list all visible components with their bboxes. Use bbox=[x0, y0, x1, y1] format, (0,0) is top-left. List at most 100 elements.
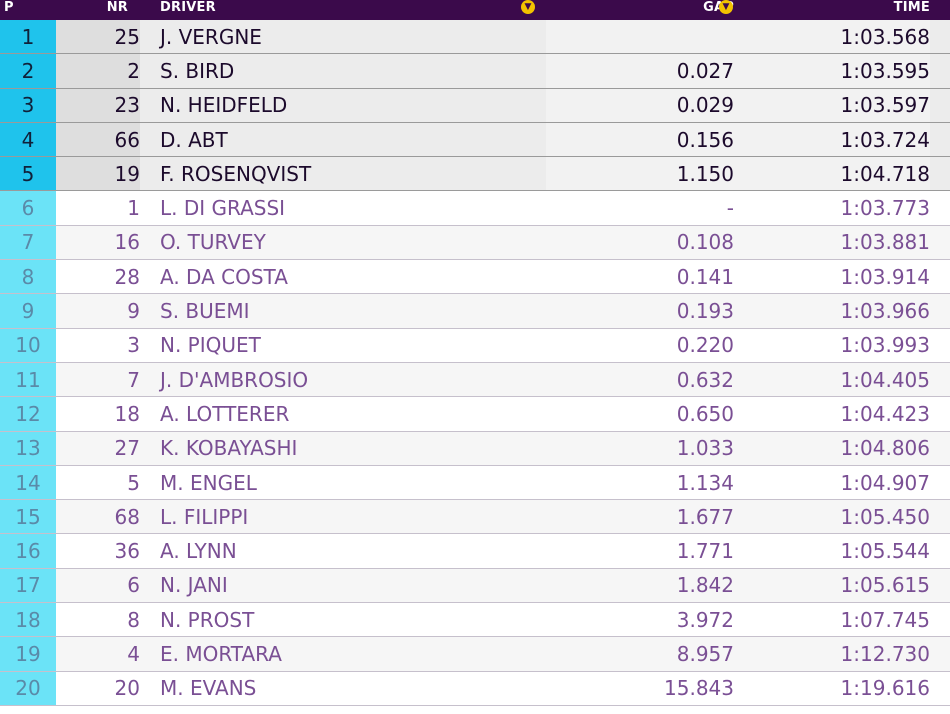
gap-cell: 0.108 bbox=[676, 230, 734, 255]
driver-name-cell: A. LYNN bbox=[160, 539, 237, 564]
gap-cell: 1.150 bbox=[546, 157, 734, 191]
position-cell: 7 bbox=[0, 225, 56, 260]
car-number-cell: 66 bbox=[56, 122, 140, 157]
driver-name-cell: A. DA COSTA bbox=[160, 264, 288, 289]
table-row[interactable]: 18 8 N. PROST 3.972 1:07.745 bbox=[0, 603, 950, 638]
driver-name-cell: N. PIQUET bbox=[160, 333, 261, 358]
driver-name-cell: L. FILIPPI bbox=[160, 504, 249, 529]
position-cell: 12 bbox=[0, 397, 56, 431]
lap-time-cell: 1:03.597 bbox=[734, 88, 930, 122]
position-cell: 5 bbox=[0, 157, 56, 191]
gap-cell bbox=[546, 20, 734, 54]
table-row[interactable]: 9 9 S. BUEMI 0.193 1:03.966 bbox=[0, 294, 950, 329]
driver-name-cell: M. ENGEL bbox=[160, 470, 257, 495]
table-header: P NR DRIVER ▼ GAP ▼ TIME bbox=[0, 0, 950, 20]
table-row[interactable]: 15 68 L. FILIPPI 1.677 1:05.450 bbox=[0, 500, 950, 535]
table-row[interactable]: 10 3 N. PIQUET 0.220 1:03.993 bbox=[0, 328, 950, 363]
gap-cell: 8.957 bbox=[676, 641, 734, 666]
car-number-cell: 9 bbox=[127, 299, 140, 324]
car-number-cell: 1 bbox=[127, 196, 140, 221]
driver-name-cell: N. JANI bbox=[160, 573, 228, 598]
table-row[interactable]: 16 36 A. LYNN 1.771 1:05.544 bbox=[0, 534, 950, 569]
driver-name-cell: K. KOBAYASHI bbox=[160, 436, 298, 461]
gap-cell: 0.027 bbox=[546, 54, 734, 88]
car-number-cell: 3 bbox=[127, 333, 140, 358]
lap-time-cell: 1:05.615 bbox=[840, 573, 930, 598]
gap-cell: 15.843 bbox=[664, 676, 734, 701]
lap-time-cell: 1:03.881 bbox=[840, 230, 930, 255]
car-number-cell: 19 bbox=[56, 157, 140, 191]
car-number-cell: 28 bbox=[114, 264, 140, 289]
position-cell: 10 bbox=[0, 328, 56, 362]
gap-cell: 1.842 bbox=[676, 573, 734, 598]
driver-name-cell: J. VERGNE bbox=[160, 24, 262, 49]
car-number-cell: 5 bbox=[127, 470, 140, 495]
chevron-down-icon[interactable]: ▼ bbox=[521, 0, 535, 14]
car-number-cell: 7 bbox=[127, 367, 140, 392]
table-row[interactable]: 5 19 F. ROSENQVIST 1.150 1:04.718 bbox=[0, 157, 950, 192]
table-row[interactable]: 4 66 D. ABT 0.156 1:03.724 bbox=[0, 122, 950, 158]
car-number-cell: 36 bbox=[114, 539, 140, 564]
position-cell: 15 bbox=[0, 500, 56, 534]
lap-time-cell: 1:03.966 bbox=[840, 299, 930, 324]
lap-time-cell: 1:04.718 bbox=[734, 157, 930, 191]
table-row[interactable]: 17 6 N. JANI 1.842 1:05.615 bbox=[0, 568, 950, 604]
lap-time-cell: 1:05.450 bbox=[840, 504, 930, 529]
table-row[interactable]: 8 28 A. DA COSTA 0.141 1:03.914 bbox=[0, 260, 950, 295]
column-header-time[interactable]: TIME bbox=[893, 0, 930, 15]
table-row[interactable]: 13 27 K. KOBAYASHI 1.033 1:04.806 bbox=[0, 431, 950, 466]
lap-time-cell: 1:03.914 bbox=[840, 264, 930, 289]
chevron-down-icon[interactable]: ▼ bbox=[719, 0, 733, 14]
driver-name-cell: S. BIRD bbox=[160, 58, 235, 83]
lap-time-cell: 1:03.993 bbox=[840, 333, 930, 358]
car-number-cell: 18 bbox=[114, 401, 140, 426]
driver-name-cell: J. D'AMBROSIO bbox=[160, 367, 309, 392]
car-number-cell: 27 bbox=[114, 436, 140, 461]
column-header-number[interactable]: NR bbox=[106, 0, 128, 15]
table-body: 1 25 J. VERGNE 1:03.568 2 2 S. BIRD 0.027 1:03.5… bbox=[0, 20, 950, 706]
car-number-cell: 23 bbox=[56, 88, 140, 122]
lap-time-cell: 1:03.568 bbox=[734, 20, 930, 54]
lap-time-cell: 1:03.724 bbox=[734, 122, 930, 157]
gap-cell: 1.134 bbox=[676, 470, 734, 495]
gap-cell: 0.650 bbox=[676, 401, 734, 426]
position-cell: 4 bbox=[0, 122, 56, 157]
table-row[interactable]: 11 7 J. D'AMBROSIO 0.632 1:04.405 bbox=[0, 362, 950, 398]
position-cell: 1 bbox=[0, 20, 56, 54]
table-row[interactable]: 3 23 N. HEIDFELD 0.029 1:03.597 bbox=[0, 88, 950, 123]
position-cell: 6 bbox=[0, 191, 56, 225]
gap-cell: 0.156 bbox=[546, 122, 734, 157]
car-number-cell: 25 bbox=[56, 20, 140, 54]
column-header-position[interactable]: P bbox=[4, 0, 14, 15]
driver-name-cell: O. TURVEY bbox=[160, 230, 266, 255]
table-row[interactable]: 19 4 E. MORTARA 8.957 1:12.730 bbox=[0, 637, 950, 672]
car-number-cell: 16 bbox=[114, 230, 140, 255]
gap-cell: 1.677 bbox=[676, 504, 734, 529]
gap-cell: 1.033 bbox=[676, 436, 734, 461]
position-cell: 9 bbox=[0, 294, 56, 328]
driver-name-cell: N. PROST bbox=[160, 607, 255, 632]
table-row[interactable]: 1 25 J. VERGNE 1:03.568 bbox=[0, 20, 950, 55]
gap-cell: 0.029 bbox=[546, 88, 734, 122]
table-row[interactable]: 6 1 L. DI GRASSI - 1:03.773 bbox=[0, 191, 950, 226]
lap-time-cell: 1:04.907 bbox=[840, 470, 930, 495]
car-number-cell: 6 bbox=[127, 573, 140, 598]
gap-cell: 0.193 bbox=[676, 299, 734, 324]
lap-time-cell: 1:03.773 bbox=[840, 196, 930, 221]
driver-name-cell: A. LOTTERER bbox=[160, 401, 290, 426]
gap-cell: - bbox=[726, 196, 734, 221]
car-number-cell: 20 bbox=[114, 676, 140, 701]
driver-name-cell: S. BUEMI bbox=[160, 299, 250, 324]
lap-time-cell: 1:04.423 bbox=[840, 401, 930, 426]
table-row[interactable]: 12 18 A. LOTTERER 0.650 1:04.423 bbox=[0, 397, 950, 432]
table-row[interactable]: 20 20 M. EVANS 15.843 1:19.616 bbox=[0, 671, 950, 706]
position-cell: 19 bbox=[0, 637, 56, 671]
table-row[interactable]: 14 5 M. ENGEL 1.134 1:04.907 bbox=[0, 465, 950, 501]
gap-cell: 1.771 bbox=[676, 539, 734, 564]
car-number-cell: 68 bbox=[114, 504, 140, 529]
table-row[interactable]: 2 2 S. BIRD 0.027 1:03.595 bbox=[0, 54, 950, 89]
lap-time-cell: 1:03.595 bbox=[734, 54, 930, 88]
table-row[interactable]: 7 16 O. TURVEY 0.108 1:03.881 bbox=[0, 225, 950, 261]
column-header-driver[interactable]: DRIVER bbox=[160, 0, 216, 15]
